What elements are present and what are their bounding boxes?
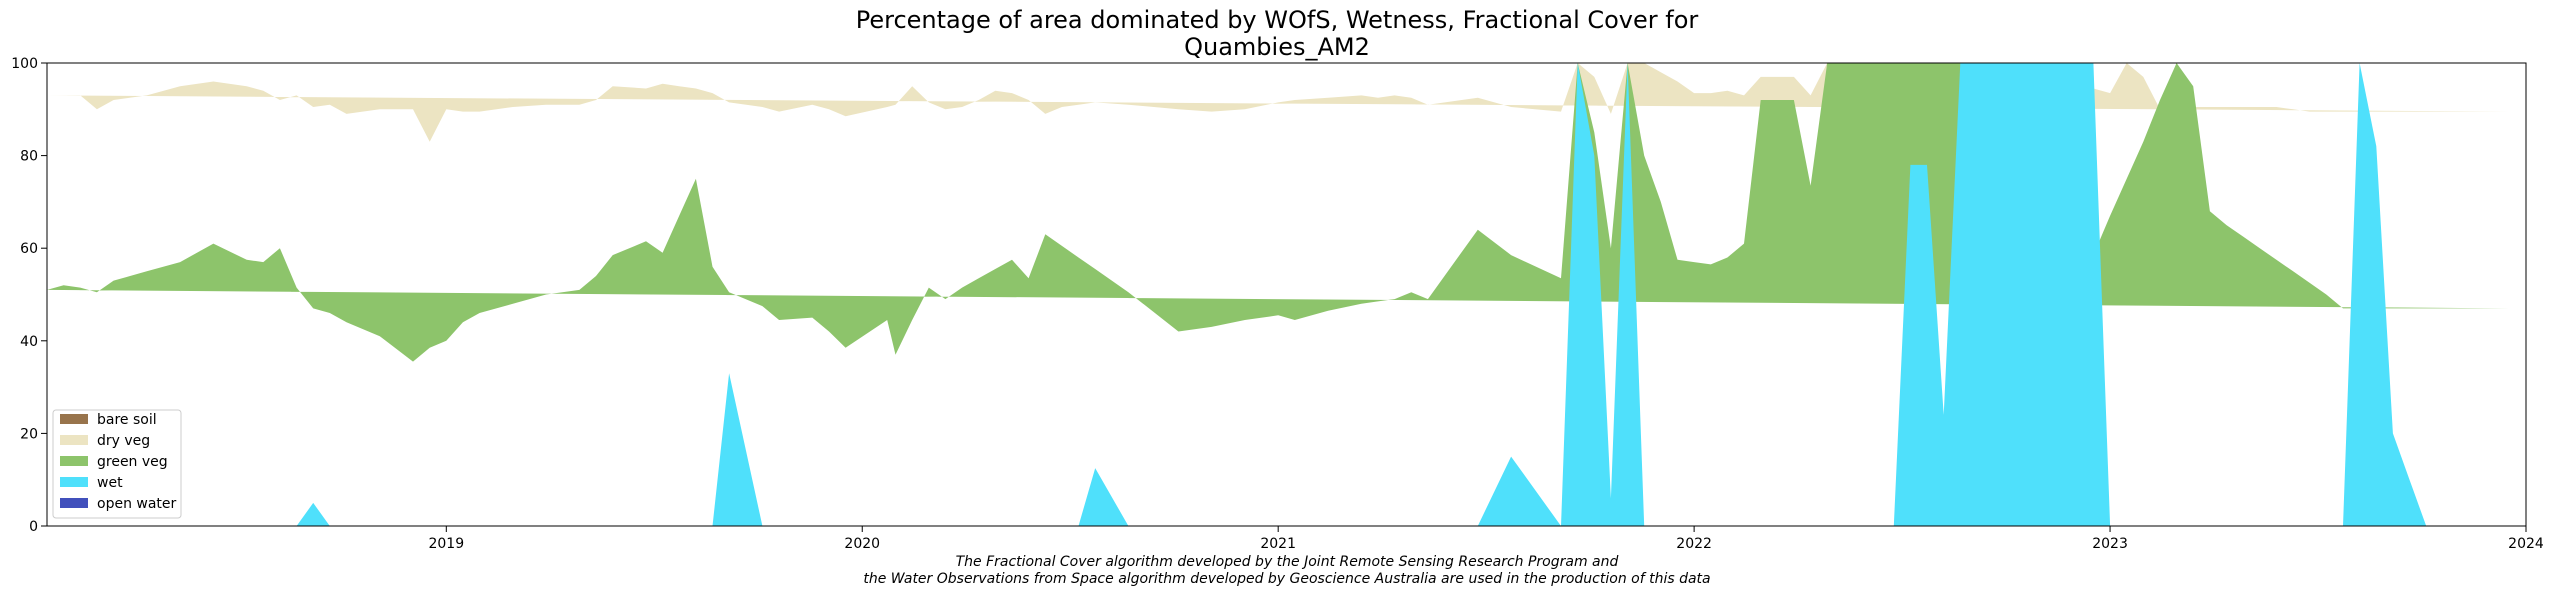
y-tick-label: 40 xyxy=(20,334,38,350)
legend-swatch-bare-soil xyxy=(60,414,88,424)
chart-title-line-1: Percentage of area dominated by WOfS, We… xyxy=(856,6,1699,34)
legend-label-open-water: open water xyxy=(97,496,177,512)
y-axis: 0 20 40 60 80 100 xyxy=(11,56,47,535)
green-veg-area xyxy=(47,63,2510,362)
y-tick-label: 20 xyxy=(20,426,38,442)
legend-swatch-dry-veg xyxy=(60,435,88,445)
legend-swatch-wet xyxy=(60,477,88,487)
stacked-areas xyxy=(47,63,2510,526)
footnote-line-1: The Fractional Cover algorithm developed… xyxy=(956,554,1619,570)
y-tick-label: 80 xyxy=(20,149,38,165)
plot-frame xyxy=(46,62,2527,527)
wet-area xyxy=(47,63,2493,526)
x-tick-label: 2021 xyxy=(1260,536,1296,552)
x-tick-label: 2019 xyxy=(428,536,464,552)
x-tick-label: 2024 xyxy=(2508,536,2544,552)
legend-label-wet: wet xyxy=(97,475,123,491)
legend-label-green-veg: green veg xyxy=(97,454,168,470)
x-tick-label: 2020 xyxy=(844,536,880,552)
x-axis: 2019 2020 2021 2022 2023 2024 xyxy=(428,526,2544,552)
x-tick-label: 2023 xyxy=(2092,536,2128,552)
y-tick-label: 60 xyxy=(20,241,38,257)
legend-label-dry-veg: dry veg xyxy=(97,433,150,449)
legend-swatch-open-water xyxy=(60,498,88,508)
legend: bare soil dry veg green veg wet open water xyxy=(52,409,182,519)
legend-swatch-green-veg xyxy=(60,456,88,466)
plot-area xyxy=(46,62,2527,527)
legend-label-bare-soil: bare soil xyxy=(97,412,157,428)
y-tick-label: 100 xyxy=(11,56,38,72)
x-tick-label: 2022 xyxy=(1676,536,1712,552)
chart-title-line-2: Quambies_AM2 xyxy=(1184,33,1370,61)
footnote-line-2: the Water Observations from Space algori… xyxy=(863,571,1710,587)
y-tick-label: 0 xyxy=(29,519,38,535)
